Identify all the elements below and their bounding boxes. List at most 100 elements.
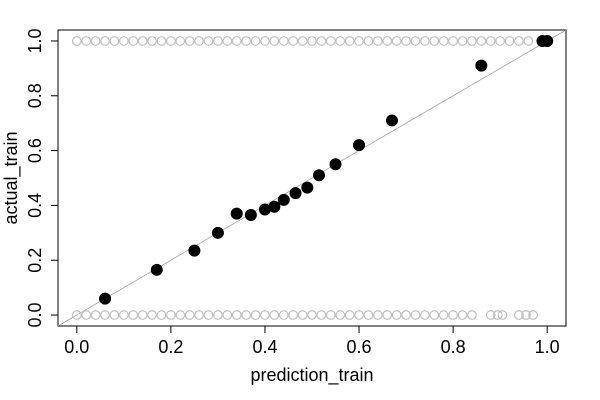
point bbox=[213, 36, 223, 46]
point bbox=[457, 36, 468, 46]
point bbox=[316, 310, 327, 320]
point bbox=[307, 310, 317, 320]
reference-line bbox=[58, 30, 566, 326]
point bbox=[385, 114, 398, 127]
y-tick-label: 0.2 bbox=[25, 248, 45, 273]
point bbox=[335, 310, 346, 320]
point bbox=[278, 310, 289, 320]
point bbox=[288, 36, 299, 46]
point bbox=[278, 36, 289, 46]
point bbox=[250, 310, 261, 320]
point bbox=[118, 36, 129, 46]
point bbox=[523, 36, 534, 46]
point bbox=[128, 310, 139, 320]
point bbox=[156, 310, 167, 320]
point bbox=[344, 36, 355, 46]
point bbox=[165, 36, 176, 46]
point bbox=[194, 310, 205, 320]
point bbox=[297, 36, 308, 46]
x-axis-label: prediction_train bbox=[250, 365, 373, 386]
point bbox=[301, 181, 314, 194]
point bbox=[401, 36, 411, 46]
point bbox=[354, 36, 364, 46]
point bbox=[429, 310, 440, 320]
y-tick-label: 1.0 bbox=[25, 28, 45, 53]
point bbox=[184, 36, 195, 46]
point bbox=[297, 310, 308, 320]
point bbox=[250, 36, 261, 46]
point bbox=[269, 310, 280, 320]
point bbox=[230, 207, 243, 220]
point bbox=[329, 158, 342, 171]
point bbox=[495, 36, 506, 46]
point bbox=[231, 310, 242, 320]
point bbox=[391, 310, 402, 320]
point bbox=[497, 310, 508, 320]
point bbox=[325, 36, 336, 46]
point bbox=[213, 310, 223, 320]
x-tick-label: 1.0 bbox=[535, 337, 560, 357]
point bbox=[504, 36, 515, 46]
point bbox=[391, 36, 402, 46]
point bbox=[288, 310, 299, 320]
point bbox=[492, 310, 503, 320]
point bbox=[419, 310, 430, 320]
y-tick-label: 0.8 bbox=[25, 83, 45, 108]
point bbox=[137, 36, 148, 46]
point bbox=[260, 36, 270, 46]
point bbox=[514, 310, 524, 320]
point bbox=[344, 310, 355, 320]
point bbox=[203, 310, 214, 320]
point bbox=[485, 310, 496, 320]
point bbox=[244, 209, 257, 221]
point bbox=[448, 310, 459, 320]
point bbox=[147, 310, 157, 320]
point bbox=[353, 139, 366, 152]
point bbox=[429, 36, 440, 46]
point bbox=[268, 200, 281, 213]
point bbox=[184, 310, 195, 320]
point bbox=[467, 36, 477, 46]
point bbox=[71, 310, 82, 320]
point bbox=[90, 36, 101, 46]
x-tick-label: 0.2 bbox=[158, 337, 183, 357]
point bbox=[211, 226, 224, 239]
point bbox=[203, 36, 214, 46]
point bbox=[81, 310, 92, 320]
point bbox=[90, 310, 101, 320]
point bbox=[363, 36, 374, 46]
point bbox=[99, 292, 112, 305]
point bbox=[528, 310, 538, 320]
point bbox=[128, 36, 139, 46]
point bbox=[194, 36, 205, 46]
y-tick-label: 0.0 bbox=[25, 303, 45, 328]
point bbox=[165, 310, 176, 320]
point bbox=[175, 310, 186, 320]
point bbox=[316, 36, 327, 46]
point bbox=[467, 310, 477, 320]
point bbox=[269, 36, 280, 46]
point bbox=[372, 36, 383, 46]
point bbox=[150, 263, 163, 276]
point bbox=[289, 187, 302, 200]
point bbox=[363, 310, 374, 320]
point bbox=[260, 310, 270, 320]
point bbox=[71, 36, 82, 46]
point bbox=[457, 310, 468, 320]
point bbox=[410, 36, 421, 46]
point bbox=[222, 310, 233, 320]
point bbox=[307, 36, 317, 46]
point bbox=[137, 310, 148, 320]
point bbox=[109, 310, 120, 320]
point bbox=[241, 36, 252, 46]
point bbox=[277, 193, 290, 206]
point bbox=[109, 36, 120, 46]
point bbox=[325, 310, 336, 320]
point bbox=[438, 36, 449, 46]
point bbox=[476, 36, 487, 46]
x-tick-label: 0.0 bbox=[64, 337, 89, 357]
point bbox=[100, 36, 110, 46]
y-tick-label: 0.6 bbox=[25, 138, 45, 163]
point bbox=[81, 36, 92, 46]
